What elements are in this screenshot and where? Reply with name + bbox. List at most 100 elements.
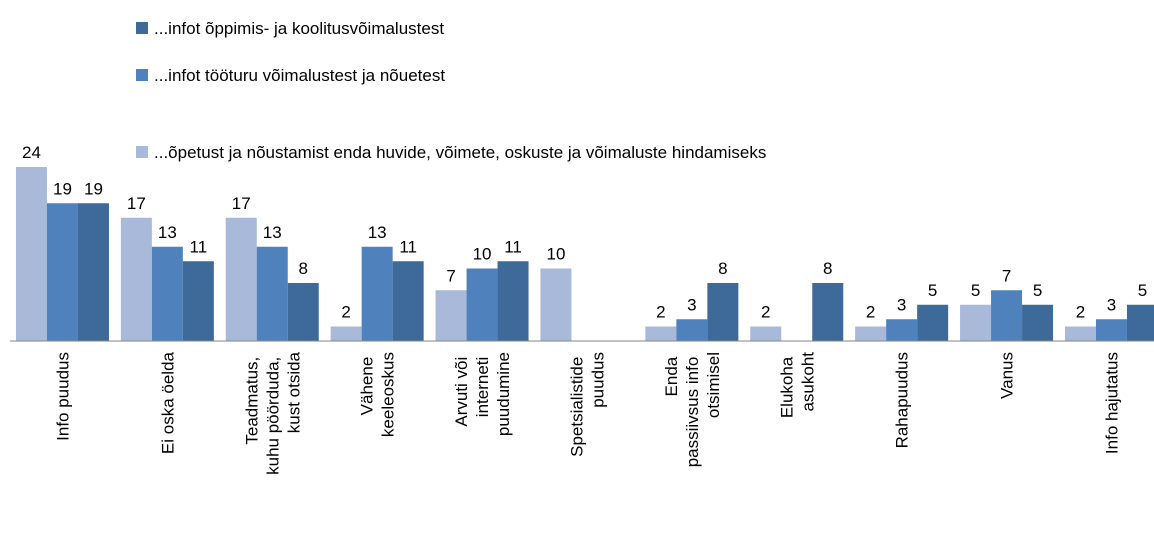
value-label: 3 <box>897 295 906 314</box>
legend-label: ...õpetust ja nõustamist enda huvide, võ… <box>154 143 766 162</box>
x-tick-line: Vähene <box>358 352 377 415</box>
legend-swatch <box>136 69 148 81</box>
x-tick-label: Info hajutatus <box>1102 352 1121 454</box>
x-tick-group: Spetsialistide puudus <box>567 352 607 457</box>
bar <box>855 326 887 341</box>
x-tick-line: Teadmatus, <box>242 352 261 445</box>
x-tick-group: Teadmatus, kuhu pöörduda, kust otsida <box>242 351 303 474</box>
x-tick-label: Rahapuudus <box>893 352 912 448</box>
x-tick-line: keeleoskus <box>379 352 398 437</box>
x-tick-line: puudumine <box>494 352 513 436</box>
x-tick-label: Info puudus <box>53 352 72 441</box>
value-label: 13 <box>368 223 387 242</box>
value-label: 7 <box>1002 266 1011 285</box>
bar <box>120 217 152 341</box>
x-tick-line: Arvuti või <box>452 352 471 427</box>
x-tick-group: Enda passiivsus info otsimisel <box>662 352 723 467</box>
x-tick-line: Info hajutatus <box>1102 352 1121 454</box>
x-tick-label: Enda passiivsus info otsimisel <box>662 352 723 467</box>
bar <box>1126 304 1154 341</box>
value-label: 3 <box>687 295 696 314</box>
x-tick-line: Ei oska öelda <box>158 351 177 454</box>
value-label: 2 <box>341 303 350 322</box>
bar <box>707 283 739 341</box>
x-tick-line: otsimisel <box>704 352 723 418</box>
bar <box>330 326 362 341</box>
x-tick-group: Arvuti või interneti puudumine <box>452 352 513 436</box>
value-label: 11 <box>399 237 417 256</box>
value-label: 2 <box>1076 303 1085 322</box>
value-label: 19 <box>53 179 72 198</box>
bar <box>991 290 1023 341</box>
value-label: 5 <box>1138 281 1147 300</box>
value-label: 5 <box>971 281 980 300</box>
value-label: 2 <box>866 303 875 322</box>
bar <box>392 261 424 341</box>
bar <box>15 167 47 341</box>
value-label: 17 <box>127 194 146 213</box>
x-tick-group: Info puudus <box>53 352 72 441</box>
x-tick-line: Spetsialistide <box>567 352 586 457</box>
bar <box>645 326 677 341</box>
x-tick-label: Elukoha asukoht <box>777 352 817 418</box>
bar <box>917 304 949 341</box>
value-label: 3 <box>1107 295 1116 314</box>
bar <box>46 203 78 341</box>
x-tick-group: Vähene keeleoskus <box>358 352 398 437</box>
x-tick-line: Rahapuudus <box>893 352 912 448</box>
bar <box>886 319 918 341</box>
x-tick-line: kust otsida <box>284 351 303 433</box>
legend-label: ...infot õppimis- ja koolitusvõimalustes… <box>154 19 444 38</box>
x-tick-label: Spetsialistide puudus <box>567 352 607 457</box>
x-tick-line: interneti <box>473 352 492 417</box>
value-label: 2 <box>656 303 665 322</box>
x-tick-line: asukoht <box>798 352 817 412</box>
value-label: 7 <box>446 266 455 285</box>
value-label: 17 <box>232 194 251 213</box>
value-label: 8 <box>823 259 832 278</box>
bar <box>287 283 319 341</box>
bar <box>1064 326 1096 341</box>
bar <box>151 246 183 341</box>
x-tick-group: Ei oska öelda <box>158 351 177 454</box>
x-tick-label: Vähene keeleoskus <box>358 352 398 437</box>
bar <box>497 261 529 341</box>
bar <box>361 246 393 341</box>
value-label: 5 <box>928 281 937 300</box>
x-tick-group: Vanus <box>998 352 1017 399</box>
x-tick-label: Vanus <box>998 352 1017 399</box>
x-tick-line: Elukoha <box>777 352 796 418</box>
bar <box>225 217 257 341</box>
bar <box>750 326 782 341</box>
bar <box>256 246 288 341</box>
legend-swatch <box>136 146 148 158</box>
bar <box>540 268 572 341</box>
x-tick-group: Elukoha asukoht <box>777 352 817 418</box>
bar <box>1095 319 1127 341</box>
x-tick-group: Rahapuudus <box>893 352 912 448</box>
bar <box>960 304 992 341</box>
bar <box>812 283 844 341</box>
x-tick-line: kuhu pöörduda, <box>263 352 282 475</box>
value-label: 8 <box>299 259 308 278</box>
value-label: 5 <box>1033 281 1042 300</box>
value-label: 24 <box>22 143 41 162</box>
legend-swatch <box>136 22 148 34</box>
legend-label: ...infot tööturu võimalustest ja nõuetes… <box>154 66 445 85</box>
x-tick-line: Enda <box>662 352 681 396</box>
value-label: 19 <box>84 179 103 198</box>
value-label: 11 <box>190 237 208 256</box>
bar <box>1022 304 1054 341</box>
bar <box>182 261 214 341</box>
value-label: 2 <box>761 303 770 322</box>
value-label: 10 <box>546 245 565 264</box>
value-label: 10 <box>473 245 492 264</box>
bar <box>435 290 467 341</box>
x-tick-line: puudus <box>588 352 607 408</box>
bar <box>676 319 708 341</box>
value-label: 13 <box>158 223 177 242</box>
x-tick-line: Info puudus <box>53 352 72 441</box>
bar <box>77 203 109 341</box>
x-tick-group: Info hajutatus <box>1102 352 1121 454</box>
